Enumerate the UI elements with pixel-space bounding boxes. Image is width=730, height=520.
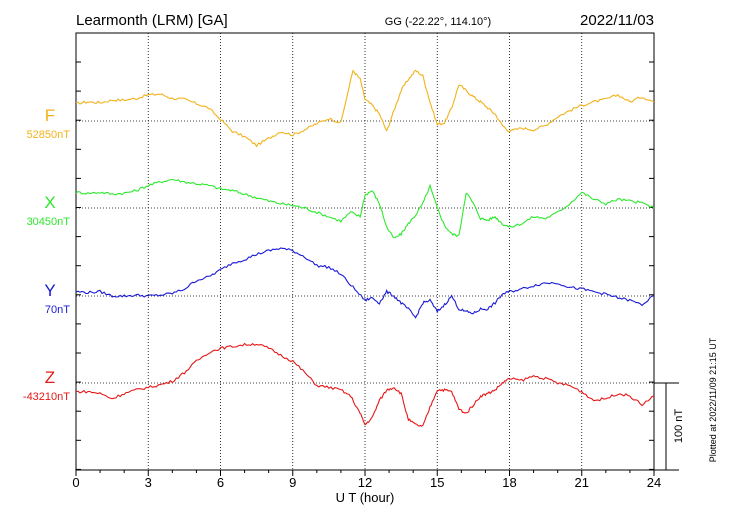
axis-ticks: [75, 61, 655, 476]
series-line-y: [75, 247, 655, 319]
x-tick-label: 6: [217, 475, 224, 490]
station-title: Learmonth (LRM) [GA]: [76, 12, 228, 29]
series-name-z: Z: [45, 368, 55, 387]
series-line-z: [75, 342, 655, 427]
series-lines: [75, 69, 655, 427]
x-tick-label: 3: [145, 475, 152, 490]
series-baseline-z: -43210nT: [23, 391, 70, 403]
x-tick-label: 21: [575, 475, 589, 490]
series-name-f: F: [45, 106, 55, 125]
series-labels: F 52850nT X 30450nT Y 70nT Z -43210nT: [23, 106, 70, 403]
series-name-x: X: [44, 193, 55, 212]
x-tick-label: 24: [647, 475, 661, 490]
series-line-x: [75, 178, 655, 239]
series-baseline-x: 30450nT: [27, 216, 71, 228]
scale-bar-label: 100 nT: [673, 409, 685, 444]
x-tick-label: 12: [358, 475, 372, 490]
x-tick-label: 18: [502, 475, 516, 490]
series-baseline-f: 52850nT: [27, 129, 71, 141]
x-tick-label: 9: [289, 475, 296, 490]
x-tick-label: 15: [430, 475, 444, 490]
plotted-note: Plotted at 2022/11/09 21:15 UT: [708, 337, 718, 462]
gridlines: [76, 33, 654, 470]
series-line-f: [75, 69, 655, 148]
series-baseline-y: 70nT: [45, 304, 70, 316]
x-tick-label: 0: [72, 475, 79, 490]
series-name-y: Y: [44, 281, 55, 300]
x-axis-label: U T (hour): [336, 490, 395, 505]
scale-bar: 100 nT: [654, 382, 685, 471]
x-tick-labels: 0 3 6 9 12 15 18 21 24: [72, 475, 661, 490]
coordinates-label: GG (-22.22°, 114.10°): [385, 16, 491, 28]
date-label: 2022/11/03: [580, 12, 654, 29]
